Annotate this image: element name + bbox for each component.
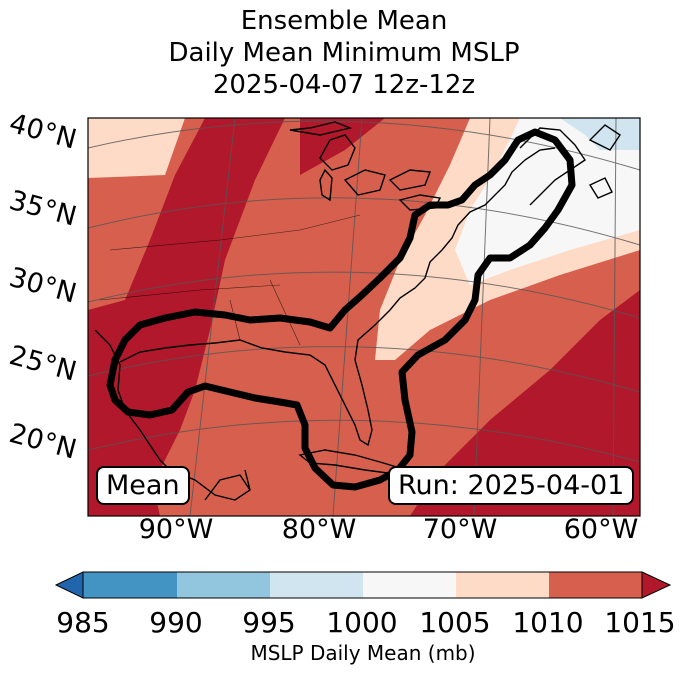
graticule bbox=[88, 118, 640, 516]
colorbar-bin-1010-1015 bbox=[549, 572, 642, 598]
colorbar-tick-990: 990 bbox=[149, 606, 203, 639]
coastlines bbox=[94, 121, 621, 501]
borders bbox=[99, 214, 361, 346]
lon-label-60: 60°W bbox=[563, 514, 639, 545]
band-995-1000 bbox=[560, 118, 640, 150]
colorbar-tick-1015: 1015 bbox=[604, 606, 676, 639]
colorbar-tick-1010: 1010 bbox=[512, 606, 584, 639]
colorbar-bin-995-1000 bbox=[270, 572, 363, 598]
title-line-3: 2025-04-07 12z-12z bbox=[212, 70, 476, 100]
colorbar-tick-1005: 1005 bbox=[419, 606, 491, 639]
band-above-1015-west bbox=[88, 118, 285, 470]
colorbar-bin-1000-1005 bbox=[363, 572, 456, 598]
band-above-1015-se bbox=[410, 290, 640, 516]
contour-outline bbox=[106, 128, 576, 491]
title-line-2: Daily Mean Minimum MSLP bbox=[168, 38, 520, 68]
map-frame bbox=[87, 117, 641, 517]
colorbar-extend-above bbox=[641, 571, 672, 599]
band-above-1015-north bbox=[300, 118, 385, 175]
colorbar-extend-below bbox=[54, 571, 84, 599]
title-line-1: Ensemble Mean bbox=[240, 6, 448, 36]
colorbar-tick-1000: 1000 bbox=[326, 606, 398, 639]
colorbar-bin-990-995 bbox=[177, 572, 270, 598]
pressure-field bbox=[88, 118, 640, 516]
colorbar bbox=[54, 571, 672, 599]
lon-label-70: 70°W bbox=[422, 514, 498, 545]
colorbar-bin-985-990 bbox=[83, 572, 177, 598]
band-1005-1010-nw bbox=[88, 118, 185, 178]
run-box: Run: 2025-04-01 bbox=[388, 466, 635, 505]
colorbar-tick-985: 985 bbox=[56, 606, 110, 639]
map-plot bbox=[87, 117, 641, 517]
colorbar-bin-1005-1010 bbox=[456, 572, 549, 598]
colorbar-label: MSLP Daily Mean (mb) bbox=[250, 641, 476, 665]
lon-label-90: 90°W bbox=[138, 514, 214, 545]
mean-box: Mean bbox=[96, 466, 190, 505]
colorbar-tick-995: 995 bbox=[242, 606, 296, 639]
lon-label-80: 80°W bbox=[281, 514, 357, 545]
